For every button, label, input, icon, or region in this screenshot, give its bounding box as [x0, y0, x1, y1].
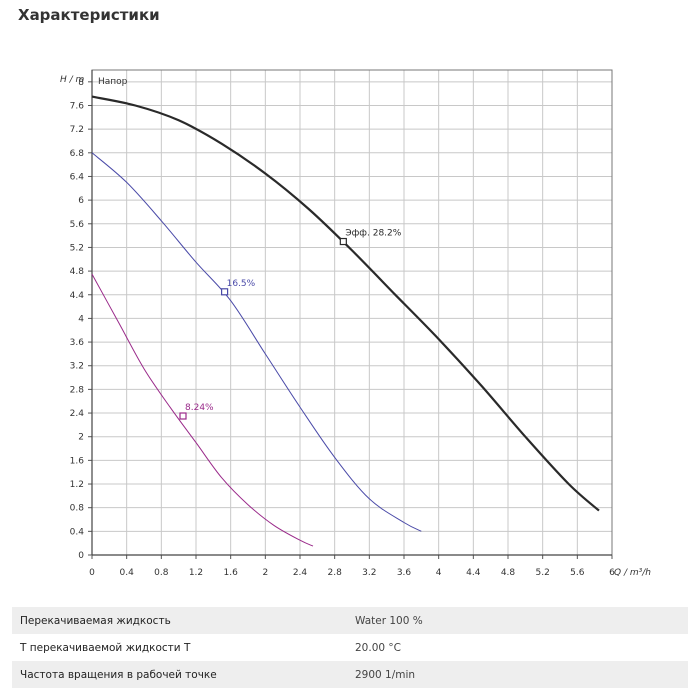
y-tick-label: 0.4 — [70, 527, 85, 537]
y-tick-label: 0.8 — [70, 504, 85, 514]
y-tick-label: 5.2 — [70, 243, 84, 253]
y-tick-label: 3.6 — [70, 338, 85, 348]
series-marker-high — [339, 237, 347, 246]
x-tick-label: 5.2 — [536, 568, 550, 578]
x-tick-label: 0.8 — [154, 568, 169, 578]
y-tick-label: 2.8 — [70, 385, 85, 395]
y-tick-label: 4.8 — [70, 267, 85, 277]
chart-grid — [91, 70, 613, 556]
property-label: Т перекачиваемой жидкости T — [20, 641, 191, 654]
y-tick-label: 5.6 — [70, 220, 85, 230]
y-tick-label: 0 — [78, 551, 84, 561]
page-heading: Характеристики — [18, 6, 160, 24]
y-tick-label: 4 — [78, 314, 84, 324]
x-tick-label: 2.4 — [293, 568, 308, 578]
pump-curve-chart: 0 0.4 0.8 1.2 1.6 2 2.4 2.8 3.2 3.6 4 4.4 4.8 5.2 5.6 6… — [0, 60, 700, 590]
series-marker-label-mid: 16.5% — [227, 279, 256, 289]
chart-svg: 0 0.4 0.8 1.2 1.6 2 2.4 2.8 3.2 3.6 4 4.4 4.8 5.2 5.6 6… — [60, 69, 651, 578]
property-value: 2900 1/min — [355, 668, 416, 681]
series-marker-mid — [221, 288, 229, 296]
x-tick-label: 1.2 — [189, 568, 203, 578]
y-tick-label: 2.4 — [70, 409, 85, 419]
series-marker-low — [179, 412, 187, 420]
property-value: Water 100 % — [355, 614, 423, 627]
property-row: Т перекачиваемой жидкости T 20.00 °C — [12, 634, 688, 661]
x-tick-label: 4.8 — [501, 568, 516, 578]
chart-corner-label: Напор — [98, 77, 128, 87]
series-line-mid — [91, 152, 422, 532]
x-tick-label: 0.4 — [120, 568, 135, 578]
y-axis-title: H / m — [60, 75, 85, 85]
property-label: Перекачиваемая жидкость — [20, 614, 171, 627]
properties-table: Перекачиваемая жидкость Water 100 % Т пе… — [12, 607, 688, 688]
y-tick-label: 4.4 — [70, 291, 85, 301]
y-tick-label: 1.2 — [70, 480, 84, 490]
property-row: Частота вращения в рабочей точке 2900 1/… — [12, 661, 688, 688]
y-tick-label: 7.6 — [70, 101, 85, 111]
series-marker-label-high: Эфф. 28.2% — [345, 229, 401, 239]
x-tick-label: 4.4 — [466, 568, 481, 578]
x-tick-label: 4 — [436, 568, 442, 578]
series-markers: Эфф. 28.2% 16.5% 8.24% — [179, 229, 402, 420]
y-tick-label: 2 — [78, 433, 84, 443]
x-tick-label: 2 — [262, 568, 268, 578]
x-tick-label: 2.8 — [328, 568, 343, 578]
y-tick-labels: 0 0.4 0.8 1.2 1.6 2 2.4 2.8 3.2 3.6 4 4.4 4.8 5.2 5.6 6… — [70, 78, 85, 561]
y-tick-label: 3.2 — [70, 362, 84, 372]
y-tick-label: 7.2 — [70, 125, 84, 135]
x-tick-label: 5.6 — [570, 568, 585, 578]
property-label: Частота вращения в рабочей точке — [20, 668, 217, 681]
x-tick-label: 3.2 — [362, 568, 376, 578]
x-tick-label: 0 — [89, 568, 95, 578]
y-tick-label: 6.4 — [70, 172, 85, 182]
x-tick-label: 1.6 — [224, 568, 239, 578]
x-tick-label: 3.6 — [397, 568, 412, 578]
x-tick-labels: 0 0.4 0.8 1.2 1.6 2 2.4 2.8 3.2 3.6 4 4.4 4.8 5.2 5.6 6 — [89, 568, 615, 578]
chart-axes — [88, 69, 613, 559]
x-tick-label: 6 — [609, 568, 615, 578]
series-marker-label-low: 8.24% — [185, 403, 214, 413]
series-lines — [91, 95, 600, 547]
y-tick-label: 6 — [78, 196, 84, 206]
y-tick-label: 1.6 — [70, 456, 85, 466]
property-row: Перекачиваемая жидкость Water 100 % — [12, 607, 688, 634]
y-tick-label: 8 — [78, 78, 84, 88]
plot-frame — [91, 69, 613, 556]
series-line-low — [91, 273, 314, 547]
x-axis-title: Q / m³/h — [614, 568, 651, 578]
series-line-high — [91, 95, 600, 512]
property-value: 20.00 °C — [355, 641, 401, 654]
y-tick-label: 6.8 — [70, 149, 85, 159]
